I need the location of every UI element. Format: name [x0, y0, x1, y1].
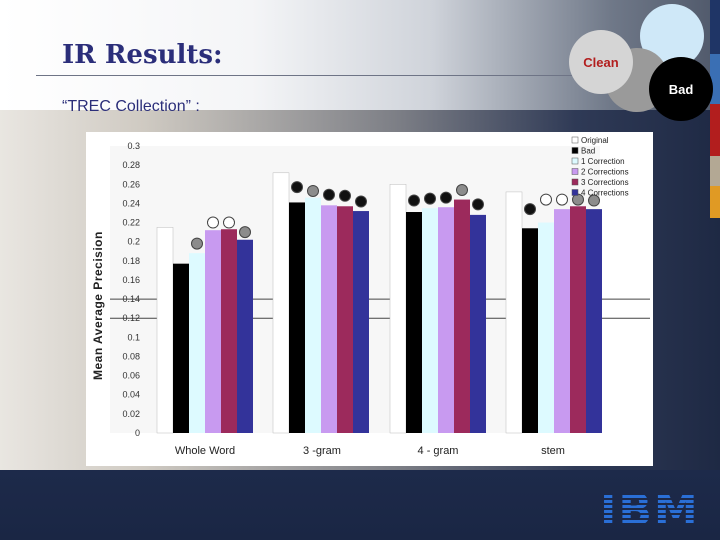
y-tick-label: 0.16 — [122, 275, 140, 285]
marker-point — [556, 193, 568, 206]
bar — [156, 227, 174, 434]
y-axis-label: Mean Average Precision — [91, 231, 105, 380]
y-tick-label: 0.14 — [122, 294, 140, 304]
side-strip-tan — [710, 156, 720, 186]
bar — [337, 206, 353, 433]
marker-point — [540, 193, 552, 206]
bar — [353, 211, 369, 433]
marker-point — [456, 184, 468, 197]
marker-point — [408, 194, 420, 207]
y-tick-label: 0.06 — [122, 371, 140, 381]
bar — [470, 214, 486, 433]
y-tick-label: 0.28 — [122, 160, 140, 170]
x-category-label: Whole Word — [175, 445, 235, 457]
y-tick-label: 0.04 — [122, 390, 140, 400]
y-tick-label: 0.1 — [127, 332, 140, 342]
bar — [422, 208, 438, 433]
legend-entry: 1 Correction — [581, 157, 625, 166]
bar — [173, 263, 189, 433]
y-tick-label: 0.12 — [122, 313, 140, 323]
marker-point — [588, 194, 600, 207]
background-footer — [0, 470, 720, 540]
y-tick-label: 0.08 — [122, 351, 140, 361]
marker-point — [524, 203, 536, 216]
bar — [438, 207, 454, 433]
bar — [522, 228, 538, 433]
bar — [321, 205, 337, 433]
y-tick-label: 0.2 — [127, 237, 140, 247]
bad-label: Bad — [668, 82, 694, 97]
bar — [538, 222, 554, 433]
x-category-label: 4 - gram — [418, 445, 459, 457]
side-strip-lightblue — [710, 54, 720, 104]
marker-point — [207, 216, 219, 229]
bar — [554, 209, 570, 433]
y-tick-label: 0.02 — [122, 409, 140, 419]
y-tick-label: 0.3 — [127, 141, 140, 151]
bar — [570, 206, 586, 433]
marker-point — [440, 191, 452, 204]
x-category-label: stem — [541, 445, 565, 457]
marker-point — [339, 189, 351, 202]
clean-circle — [569, 30, 633, 94]
marker-point — [355, 195, 367, 208]
bar — [289, 202, 305, 433]
bar — [189, 253, 205, 433]
y-tick-label: 0.24 — [122, 198, 140, 208]
clean-label: Clean — [583, 55, 619, 70]
legend-entry: Bad — [581, 147, 595, 156]
bad-circle — [649, 57, 713, 121]
title-divider — [36, 75, 616, 76]
y-tick-label: 0.18 — [122, 256, 140, 266]
legend-swatch — [571, 147, 579, 154]
bar — [272, 172, 290, 434]
marker-point — [472, 198, 484, 211]
side-strip-red — [710, 104, 720, 156]
y-tick-label: 0.22 — [122, 218, 140, 228]
legend-entry: 2 Corrections — [581, 168, 629, 177]
legend-swatch — [571, 189, 579, 196]
bar — [505, 191, 523, 434]
marker-point — [307, 184, 319, 197]
legend-swatch — [571, 136, 579, 144]
bar — [205, 230, 221, 433]
bar — [389, 184, 407, 434]
side-strip-blue — [710, 0, 720, 54]
x-category-label: 3 -gram — [303, 445, 341, 457]
marker-point — [323, 188, 335, 201]
bar — [237, 239, 253, 433]
bar — [454, 199, 470, 433]
bar — [586, 209, 602, 433]
legend-swatch — [571, 178, 579, 186]
bar — [305, 197, 321, 433]
slide-title: IR Results: — [62, 40, 223, 70]
bar — [221, 229, 237, 433]
legend-entry: 3 Corrections — [581, 178, 629, 187]
marker-point — [291, 181, 303, 194]
legend-entry: Original — [581, 136, 609, 145]
marker-point — [424, 192, 436, 205]
slide-subtitle: “TREC Collection” : — [62, 98, 200, 115]
legend-swatch — [571, 168, 579, 175]
ibm-logo: IBM — [600, 485, 700, 536]
side-strip-orange — [710, 186, 720, 218]
legend-swatch — [571, 157, 579, 165]
bar — [406, 212, 422, 433]
marker-point — [239, 226, 251, 239]
marker-point — [191, 237, 203, 250]
legend-entry: 4 Corrections — [581, 189, 629, 198]
y-tick-label: 0.26 — [122, 179, 140, 189]
marker-point — [223, 216, 235, 229]
y-tick-label: 0 — [135, 428, 140, 438]
